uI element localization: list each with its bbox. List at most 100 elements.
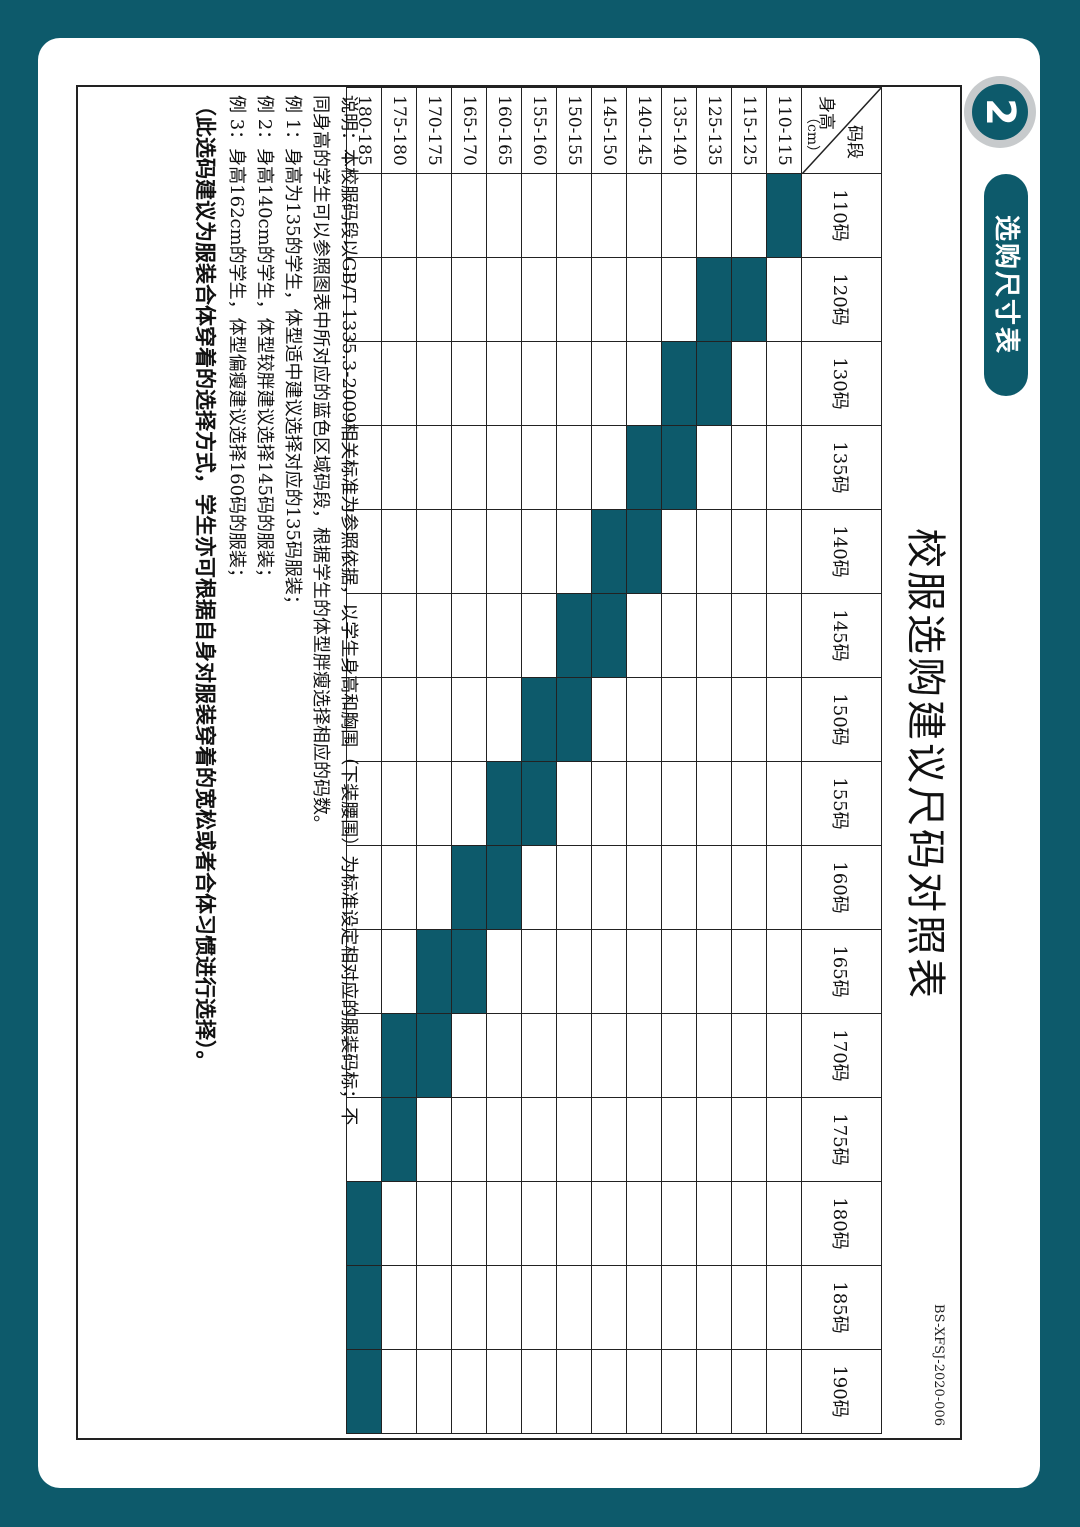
size-cell xyxy=(661,173,697,258)
size-cell xyxy=(731,341,767,426)
rotated-document: 2 选购尺寸表 校服选购建议尺码对照表 BS-XFSJ-2020-006 码段 … xyxy=(38,38,1040,1488)
notes-section: 说明：本校服码段以GB/T 1335.3-2009相关标准为参照依据，以学生身高… xyxy=(188,95,362,1435)
size-header-1: 120码 xyxy=(801,257,882,342)
height-range-cell: 150-155 xyxy=(556,87,592,174)
size-cell xyxy=(556,425,592,510)
table-row: 145-150 xyxy=(591,87,627,1434)
size-cell xyxy=(696,593,732,678)
size-cell xyxy=(381,173,417,258)
size-cell xyxy=(591,929,627,1014)
size-cell xyxy=(416,761,452,846)
recommended-size-cell xyxy=(766,173,802,258)
document-title: 校服选购建议尺码对照表 xyxy=(902,528,948,1001)
corner-label-unit: （cm） xyxy=(804,110,820,160)
recommended-size-cell xyxy=(696,341,732,426)
size-cell xyxy=(486,509,522,594)
size-cell xyxy=(626,1349,662,1434)
size-cell xyxy=(486,593,522,678)
size-cell xyxy=(626,1181,662,1266)
size-cell xyxy=(556,1181,592,1266)
size-cell xyxy=(661,509,697,594)
document-frame: 校服选购建议尺码对照表 BS-XFSJ-2020-006 码段 身高 （cm） xyxy=(76,85,962,1440)
size-cell xyxy=(591,677,627,762)
size-cell xyxy=(381,929,417,1014)
size-cell xyxy=(591,1097,627,1182)
note-example-3: 例 3：身高162cm的学生，体型偏瘦建议选择160码的服装； xyxy=(226,95,247,587)
size-cell xyxy=(661,929,697,1014)
size-cell xyxy=(696,929,732,1014)
size-cell xyxy=(486,341,522,426)
size-cell xyxy=(381,677,417,762)
size-cell xyxy=(556,1097,592,1182)
size-cell xyxy=(661,1181,697,1266)
size-cell xyxy=(451,257,487,342)
size-cell xyxy=(521,509,557,594)
size-cell xyxy=(451,1349,487,1434)
recommended-size-cell xyxy=(626,509,662,594)
size-cell xyxy=(661,257,697,342)
recommended-size-cell xyxy=(626,425,662,510)
size-cell xyxy=(696,1349,732,1434)
height-range-cell: 170-175 xyxy=(416,87,452,174)
size-cell xyxy=(486,425,522,510)
table-row: 125-135 xyxy=(696,87,732,1434)
size-cell xyxy=(486,929,522,1014)
height-range-cell: 110-115 xyxy=(766,87,802,174)
corner-diagonal xyxy=(802,88,881,174)
height-range-cell: 155-160 xyxy=(521,87,557,174)
size-cell xyxy=(521,425,557,510)
table-row: 160-165 xyxy=(486,87,522,1434)
recommended-size-cell xyxy=(381,1013,417,1098)
size-cell xyxy=(626,1013,662,1098)
size-cell xyxy=(486,257,522,342)
recommended-size-cell xyxy=(416,1013,452,1098)
size-cell xyxy=(556,761,592,846)
table-row: 150-155 xyxy=(556,87,592,1434)
size-cell xyxy=(731,425,767,510)
size-cell xyxy=(696,845,732,930)
size-cell xyxy=(766,1349,802,1434)
size-cell xyxy=(416,1097,452,1182)
size-cell xyxy=(661,1349,697,1434)
size-cell xyxy=(556,845,592,930)
size-cell xyxy=(416,593,452,678)
size-header-10: 170码 xyxy=(801,1013,882,1098)
size-cell xyxy=(416,677,452,762)
size-cell xyxy=(451,425,487,510)
size-cell xyxy=(556,929,592,1014)
size-header-8: 160码 xyxy=(801,845,882,930)
table-row: 110-115 xyxy=(766,87,802,1434)
table-row: 135-140 xyxy=(661,87,697,1434)
size-cell xyxy=(731,173,767,258)
recommended-size-cell xyxy=(661,425,697,510)
size-cell xyxy=(521,1097,557,1182)
size-cell xyxy=(451,173,487,258)
size-cell xyxy=(521,845,557,930)
size-cell xyxy=(556,173,592,258)
size-header-9: 165码 xyxy=(801,929,882,1014)
table-row: 115-125 xyxy=(731,87,767,1434)
size-cell xyxy=(626,845,662,930)
section-number: 2 xyxy=(972,84,1028,140)
size-cell xyxy=(486,1349,522,1434)
recommended-size-cell xyxy=(486,845,522,930)
size-cell xyxy=(381,1265,417,1350)
size-cell xyxy=(521,929,557,1014)
note-footer: （此选码建议为服装合体穿着的选择方式，学生亦可根据自身对服装穿着的宽松或者合体习… xyxy=(193,95,218,1072)
size-cell xyxy=(556,257,592,342)
size-cell xyxy=(626,257,662,342)
size-header-12: 180码 xyxy=(801,1181,882,1266)
size-cell xyxy=(381,257,417,342)
recommended-size-cell xyxy=(591,509,627,594)
table-row: 165-170 xyxy=(451,87,487,1434)
size-cell xyxy=(591,173,627,258)
size-cell xyxy=(661,845,697,930)
size-header-4: 140码 xyxy=(801,509,882,594)
size-cell xyxy=(486,677,522,762)
size-cell xyxy=(591,845,627,930)
size-cell xyxy=(381,845,417,930)
recommended-size-cell xyxy=(381,1097,417,1182)
size-cell xyxy=(381,593,417,678)
height-range-cell: 160-165 xyxy=(486,87,522,174)
size-cell xyxy=(626,1097,662,1182)
